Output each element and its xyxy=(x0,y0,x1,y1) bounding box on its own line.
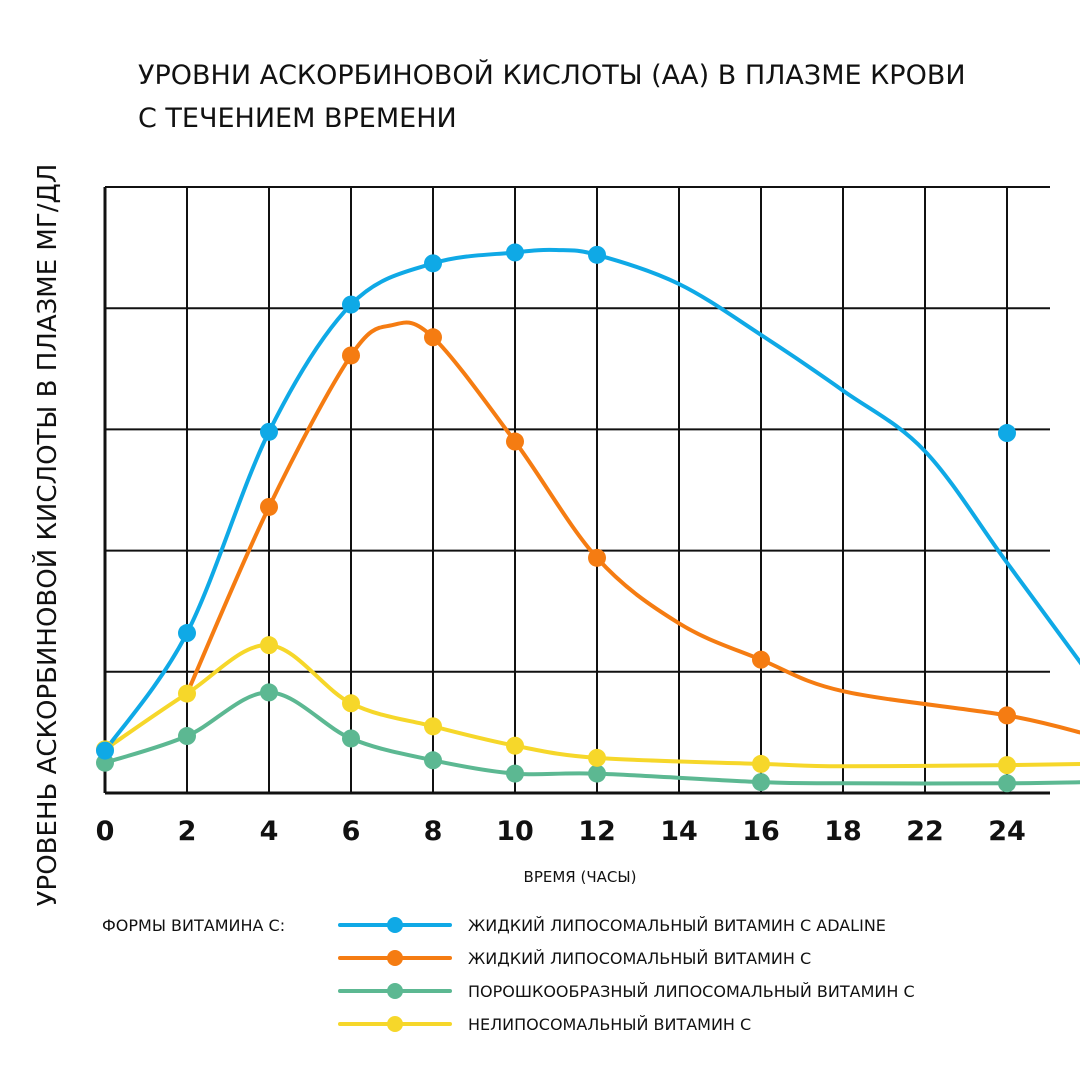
x-tick-label: 24 xyxy=(988,816,1026,847)
series-point-liquid xyxy=(752,650,770,669)
series-point-powder xyxy=(424,751,442,770)
series-point-adaline xyxy=(424,254,442,273)
x-tick-labels: 0 2 4 6 8 10 12 14 16 18 22 24 xyxy=(96,816,1026,847)
x-tick-label: 16 xyxy=(742,816,780,847)
x-tick-label: 2 xyxy=(178,816,197,847)
series-point-powder xyxy=(752,773,770,792)
x-tick-label: 12 xyxy=(578,816,616,847)
series-line-adaline xyxy=(103,247,1080,753)
series-point-powder xyxy=(998,774,1016,793)
chart-title-line1: УРОВНИ АСКОРБИНОВОЙ КИСЛОТЫ (АА) В ПЛАЗМ… xyxy=(138,59,966,91)
series-point-liquid xyxy=(588,548,606,567)
series-point-nonlipo xyxy=(342,694,360,713)
series-point-liquid xyxy=(342,346,360,365)
legend-label-liquid: ЖИДКИЙ ЛИПОСОМАЛЬНЫЙ ВИТАМИН С xyxy=(468,949,811,968)
series-point-nonlipo xyxy=(588,748,606,767)
x-axis-label: ВРЕМЯ (ЧАСЫ) xyxy=(524,868,637,886)
series-point-powder xyxy=(260,683,278,702)
series-line-liquid xyxy=(185,320,1080,735)
series-point-adaline xyxy=(342,295,360,314)
series-point-powder xyxy=(506,764,524,783)
chart-title-line2: С ТЕЧЕНИЕМ ВРЕМЕНИ xyxy=(138,103,457,134)
x-tick-label: 22 xyxy=(906,816,944,847)
series-point-powder xyxy=(178,727,196,746)
series-point-liquid xyxy=(506,432,524,451)
series-point-liquid xyxy=(998,706,1016,725)
x-tick-label: 10 xyxy=(496,816,534,847)
series-point-nonlipo xyxy=(998,756,1016,775)
series-line-powder xyxy=(103,690,1080,786)
legend-label-powder: ПОРОШКООБРАЗНЫЙ ЛИПОСОМАЛЬНЫЙ ВИТАМИН С xyxy=(468,982,915,1001)
series-point-nonlipo xyxy=(424,717,442,736)
x-tick-label: 14 xyxy=(660,816,698,847)
legend-label-adaline: ЖИДКИЙ ЛИПОСОМАЛЬНЫЙ ВИТАМИН С ADALINE xyxy=(468,916,886,935)
legend-title: ФОРМЫ ВИТАМИНА С: xyxy=(102,916,285,935)
x-tick-label: 18 xyxy=(824,816,862,847)
legend-marker-adaline xyxy=(387,917,403,933)
series-lines xyxy=(103,247,1080,786)
series-point-adaline xyxy=(96,741,114,760)
grid xyxy=(103,186,1050,795)
series-point-adaline xyxy=(588,245,606,264)
series-markers xyxy=(96,243,1016,793)
series-point-liquid xyxy=(260,497,278,516)
series-point-nonlipo xyxy=(260,636,278,655)
series-point-nonlipo xyxy=(178,684,196,703)
series-point-adaline xyxy=(178,624,196,643)
series-point-adaline xyxy=(260,422,278,441)
legend: ФОРМЫ ВИТАМИНА С: ЖИДКИЙ ЛИПОСОМАЛЬНЫЙ В… xyxy=(102,916,915,1034)
x-tick-label: 6 xyxy=(342,816,361,847)
series-point-powder xyxy=(588,764,606,783)
x-tick-label: 8 xyxy=(424,816,443,847)
legend-marker-liquid xyxy=(387,950,403,966)
series-point-adaline xyxy=(506,243,524,262)
series-point-nonlipo xyxy=(506,736,524,755)
x-tick-label: 4 xyxy=(260,816,279,847)
legend-marker-powder xyxy=(387,983,403,999)
series-point-nonlipo xyxy=(752,754,770,773)
series-point-adaline xyxy=(998,424,1016,443)
series-point-powder xyxy=(342,729,360,748)
series-point-liquid xyxy=(424,328,442,347)
x-tick-label: 0 xyxy=(96,816,115,847)
legend-marker-nonlipo xyxy=(387,1016,403,1032)
legend-items: ЖИДКИЙ ЛИПОСОМАЛЬНЫЙ ВИТАМИН С ADALINE ЖИ… xyxy=(338,916,915,1034)
y-axis-label: УРОВЕНЬ АСКОРБИНОВОЙ КИСЛОТЫ В ПЛАЗМЕ МГ… xyxy=(31,164,63,907)
legend-label-nonlipo: НЕЛИПОСОМАЛЬНЫЙ ВИТАМИН С xyxy=(468,1015,751,1034)
